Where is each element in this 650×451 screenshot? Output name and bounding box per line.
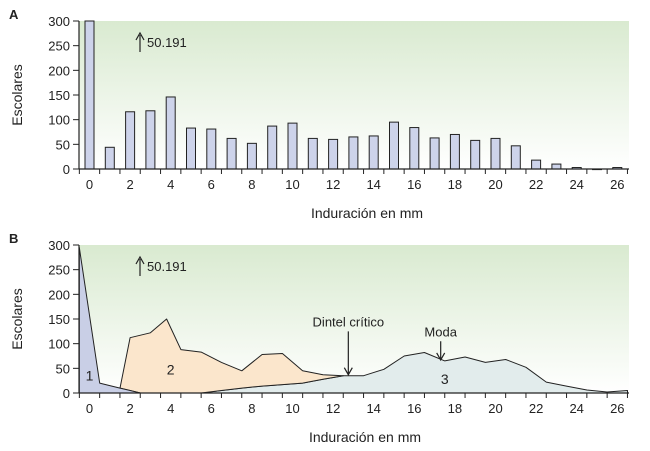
panel-b-x-tick-label: 26	[610, 401, 624, 416]
panel-a-x-tick-label: 4	[167, 177, 174, 192]
bar	[104, 146, 115, 170]
panel-a-y-tick-label: 100	[48, 113, 70, 128]
panel-a-y-tick-label: 0	[63, 162, 70, 177]
panel-a-x-tick-label: 24	[569, 177, 583, 192]
panel-b-annotation: 50.191	[135, 255, 187, 276]
panel-b-x-tick-label: 12	[326, 401, 340, 416]
panel-b-x-tick-label: 10	[285, 401, 299, 416]
down-arrow-icon	[343, 331, 353, 376]
bar	[165, 96, 176, 170]
panel-b-ylabel: Escolares	[9, 288, 25, 349]
callout-label: Moda	[424, 324, 457, 339]
bar	[348, 136, 359, 170]
bar	[186, 127, 196, 170]
panel-a-y-tick-label: 300	[48, 14, 70, 29]
panel-b-x-tick-label: 24	[569, 401, 583, 416]
panel-a-x-tick-label: 22	[529, 177, 543, 192]
bar	[84, 20, 95, 170]
bar	[531, 159, 542, 170]
panel-a-x-tick-label: 6	[208, 177, 215, 192]
panel-a-annotation-text: 50.191	[147, 35, 187, 50]
bar	[510, 145, 521, 170]
panel-a-x-tick-label: 8	[248, 177, 255, 192]
bar	[368, 135, 379, 170]
panel-a-x-tick-label: 12	[326, 177, 340, 192]
panel-a-y-tick-label: 200	[48, 63, 70, 78]
panel-b-y-tick-label: 50	[56, 361, 70, 376]
panel-a-ylabel: Escolares	[9, 64, 25, 125]
panel-a-y-tick-label: 150	[48, 88, 70, 103]
panel-b-x-tick-label: 2	[126, 401, 133, 416]
panel-b-x-tick-label: 18	[448, 401, 462, 416]
bar	[449, 133, 460, 170]
panel-b-y-tick-label: 200	[48, 287, 70, 302]
panel-b-callouts: Dintel crítico Moda	[313, 314, 458, 376]
bar	[470, 139, 481, 170]
panel-a-x-tick-label: 16	[407, 177, 421, 192]
panel-b-y-tick-label: 0	[63, 386, 70, 401]
bar	[429, 137, 440, 170]
panel-a-y-tick-label: 50	[56, 137, 70, 152]
panel-b-y-tick-label: 100	[48, 337, 70, 352]
panel-a-annotation: 50.191	[135, 31, 187, 52]
panel-a-letter: A	[9, 7, 19, 22]
bar	[389, 121, 399, 170]
bar	[246, 142, 257, 170]
panel-b-x-tick-label: 6	[208, 401, 215, 416]
panel-b-annotation-text: 50.191	[147, 259, 187, 274]
panel-a-xlabel: Induración en mm	[311, 205, 423, 221]
panel-a-y-tick-label: 250	[48, 39, 70, 54]
panel-b-y-tick-label: 150	[48, 312, 70, 327]
panel-b-x-tick-label: 16	[407, 401, 421, 416]
panel-a-x-tick-label: 26	[610, 177, 624, 192]
callout-label: Dintel crítico	[313, 314, 385, 329]
bar	[226, 137, 237, 170]
panel-a-x-tick-label: 14	[366, 177, 380, 192]
panel-b-y-tick-label: 250	[48, 263, 70, 278]
down-arrow-icon	[436, 341, 446, 362]
panel-b-letter: B	[9, 231, 18, 246]
bar	[409, 127, 420, 170]
bar	[267, 125, 278, 170]
region-label-3: 3	[441, 371, 449, 387]
region-label-1: 1	[86, 368, 94, 384]
panel-a-x-tick-label: 2	[126, 177, 133, 192]
up-arrow-icon	[135, 31, 145, 52]
region-label-2: 2	[167, 361, 175, 377]
panel-b-x-tick-label: 0	[86, 401, 93, 416]
bar	[490, 137, 501, 170]
panel-a-x-tick-label: 10	[285, 177, 299, 192]
bar	[125, 111, 136, 170]
panel-b-x-tick-label: 8	[248, 401, 255, 416]
panel-a-x-tick-label: 0	[86, 177, 93, 192]
bar	[145, 110, 156, 170]
bar	[307, 137, 318, 170]
panel-a-x-tick-label: 20	[488, 177, 502, 192]
panel-b-x-tick-label: 14	[366, 401, 380, 416]
bar	[206, 128, 217, 170]
panel-b-y-tick-label: 300	[48, 238, 70, 253]
panel-b-x-tick-label: 22	[529, 401, 543, 416]
panel-b-xlabel: Induración en mm	[309, 429, 421, 445]
panel-a-x-tick-label: 18	[448, 177, 462, 192]
bar	[551, 163, 562, 170]
panel-b-x-tick-label: 20	[488, 401, 502, 416]
panel-b-x-tick-label: 4	[167, 401, 174, 416]
bar	[328, 138, 339, 170]
up-arrow-icon	[135, 255, 145, 276]
bar	[287, 122, 298, 170]
